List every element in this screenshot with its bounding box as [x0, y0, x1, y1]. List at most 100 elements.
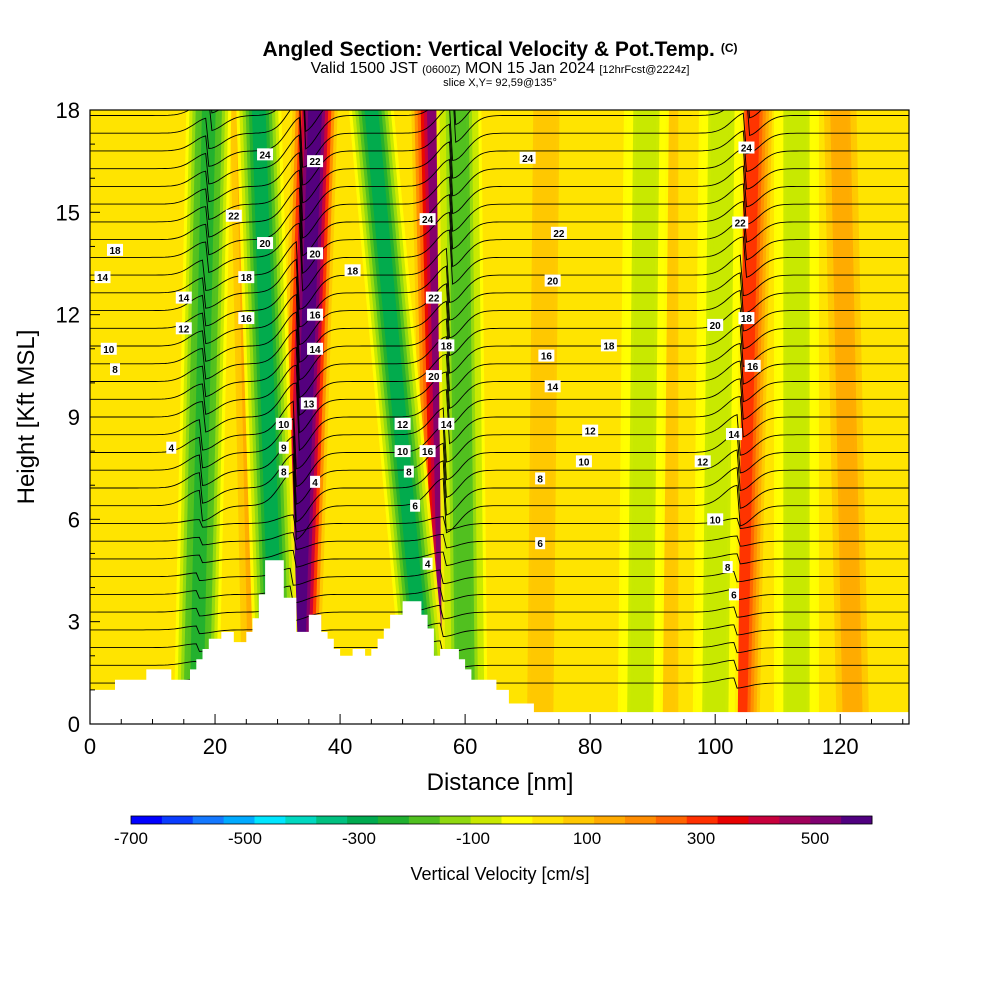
- contour-label-text: 20: [310, 249, 322, 260]
- theta-contour-line: [90, 470, 909, 541]
- contour-label-text: 14: [310, 345, 322, 356]
- contour-label-text: 24: [259, 150, 271, 161]
- updraft-band-2-level-5: [733, 110, 760, 724]
- contour-label: 18: [107, 243, 124, 257]
- contour-label-text: 14: [547, 382, 559, 393]
- slice-info: slice X,Y= 92,59@135°: [443, 77, 557, 89]
- contour-label-text: 10: [103, 345, 115, 356]
- contour-label-text: 10: [278, 420, 290, 431]
- terrain-profile: [90, 560, 909, 724]
- contour-label-bg: [225, 209, 242, 222]
- contour-label-text: 18: [347, 266, 359, 277]
- contour-label-bg: [394, 417, 411, 430]
- contour-label-bg: [438, 417, 455, 430]
- contour-label-bg: [110, 363, 121, 376]
- theta-contour-line: [90, 276, 909, 346]
- contour-label-bg: [538, 349, 555, 362]
- contour-label-text: 16: [310, 311, 322, 322]
- contour-label-text: 20: [259, 239, 271, 250]
- contour-label: 10: [707, 513, 724, 526]
- contour-label-bg: [307, 247, 324, 260]
- theta-contour-line: [90, 116, 909, 186]
- contour-label-text: 12: [585, 427, 597, 438]
- contour-label-text: 18: [741, 314, 753, 325]
- theta-contour-line: [90, 435, 909, 505]
- theta-contour-line: [90, 532, 909, 551]
- contour-label-bg: [535, 472, 546, 485]
- contour-label-bg: [425, 370, 442, 383]
- contour-label: 10: [100, 342, 117, 356]
- colorbar-swatch: [347, 816, 379, 824]
- chart-title: Angled Section: Vertical Velocity & Pot.…: [0, 36, 1000, 62]
- contour-label-bg: [738, 312, 755, 325]
- contour-label: 18: [344, 264, 361, 277]
- contour-label: 4: [166, 441, 177, 455]
- contour-label-text: 22: [553, 229, 565, 240]
- contour-label-bg: [707, 513, 724, 526]
- axes: 0 20 40 60 80 100 120 0 3 6 9 12 15 18: [56, 98, 904, 759]
- colorbar-tick-label: 100: [573, 829, 601, 848]
- contour-label: 6: [535, 537, 546, 550]
- contour-label-text: 16: [541, 352, 553, 363]
- contour-label-text: 4: [425, 560, 431, 571]
- contour-label: 14: [175, 291, 192, 305]
- contour-label-bg: [575, 455, 592, 468]
- contour-label-bg: [744, 359, 761, 372]
- contour-label-text: 24: [741, 144, 753, 155]
- contour-label-bg: [257, 148, 274, 161]
- colorbar-swatch: [717, 816, 749, 824]
- colorbar-swatch: [841, 816, 873, 824]
- contour-label: 18: [238, 271, 255, 284]
- contour-label-bg: [275, 417, 292, 430]
- contour-label-bg: [307, 308, 324, 321]
- contour-label: 8: [722, 561, 733, 574]
- contour-label: 8: [403, 465, 414, 479]
- colorbar-swatch: [439, 816, 472, 824]
- theta-contour-line: [90, 382, 909, 452]
- x-tick-label: 0: [84, 734, 96, 759]
- contour-label: 24: [519, 151, 536, 165]
- contour-label-bg: [419, 445, 436, 458]
- colorbar-swatch: [686, 816, 719, 824]
- contour-label: 22: [307, 155, 324, 168]
- contour-label-text: 24: [422, 215, 434, 226]
- contour-label: 22: [550, 226, 567, 240]
- colorbar-title: Vertical Velocity [cm/s]: [410, 864, 589, 884]
- contour-label-bg: [344, 264, 361, 277]
- contour-label: 10: [394, 445, 411, 458]
- contour-label-bg: [732, 216, 749, 229]
- contour-label-text: 8: [112, 365, 118, 376]
- y-tick-label: 0: [68, 712, 80, 737]
- colorbar-swatch: [378, 816, 410, 824]
- colorbar-swatch: [223, 816, 255, 824]
- colorbar-swatch: [408, 816, 441, 824]
- theta-contour-line: [90, 400, 909, 470]
- x-tick-label: 80: [578, 734, 602, 759]
- contour-label-bg: [257, 237, 274, 250]
- contour-label-bg: [300, 397, 317, 410]
- theta-contour-line: [90, 240, 909, 310]
- contour-label: 14: [94, 271, 111, 284]
- contour-label-text: 12: [697, 457, 709, 468]
- contour-label-text: 6: [731, 590, 737, 601]
- colorbar-swatch: [563, 816, 595, 824]
- contour-label-text: 12: [397, 420, 409, 431]
- colorbar-tick-label: -700: [114, 829, 148, 848]
- colorbar-swatch: [810, 816, 842, 824]
- theta-contour-line: [90, 620, 909, 639]
- contour-label: 4: [310, 475, 321, 489]
- contour-label-bg: [238, 312, 255, 325]
- contour-label-text: 18: [603, 341, 615, 352]
- contour-label-text: 13: [303, 399, 315, 410]
- contour-label-text: 6: [537, 539, 543, 550]
- contour-label-text: 10: [578, 457, 590, 468]
- contour-label-text: 12: [178, 324, 190, 335]
- contour-label-text: 22: [228, 212, 240, 223]
- contour-label-bg: [535, 537, 546, 550]
- contour-label-bg: [410, 499, 421, 512]
- contour-label-bg: [100, 342, 117, 355]
- contour-label-bg: [738, 141, 755, 154]
- colorbar-tick-label: -300: [342, 829, 376, 848]
- valid-time: Valid 1500 JST (0600Z) MON 15 Jan 2024 […: [0, 61, 1000, 78]
